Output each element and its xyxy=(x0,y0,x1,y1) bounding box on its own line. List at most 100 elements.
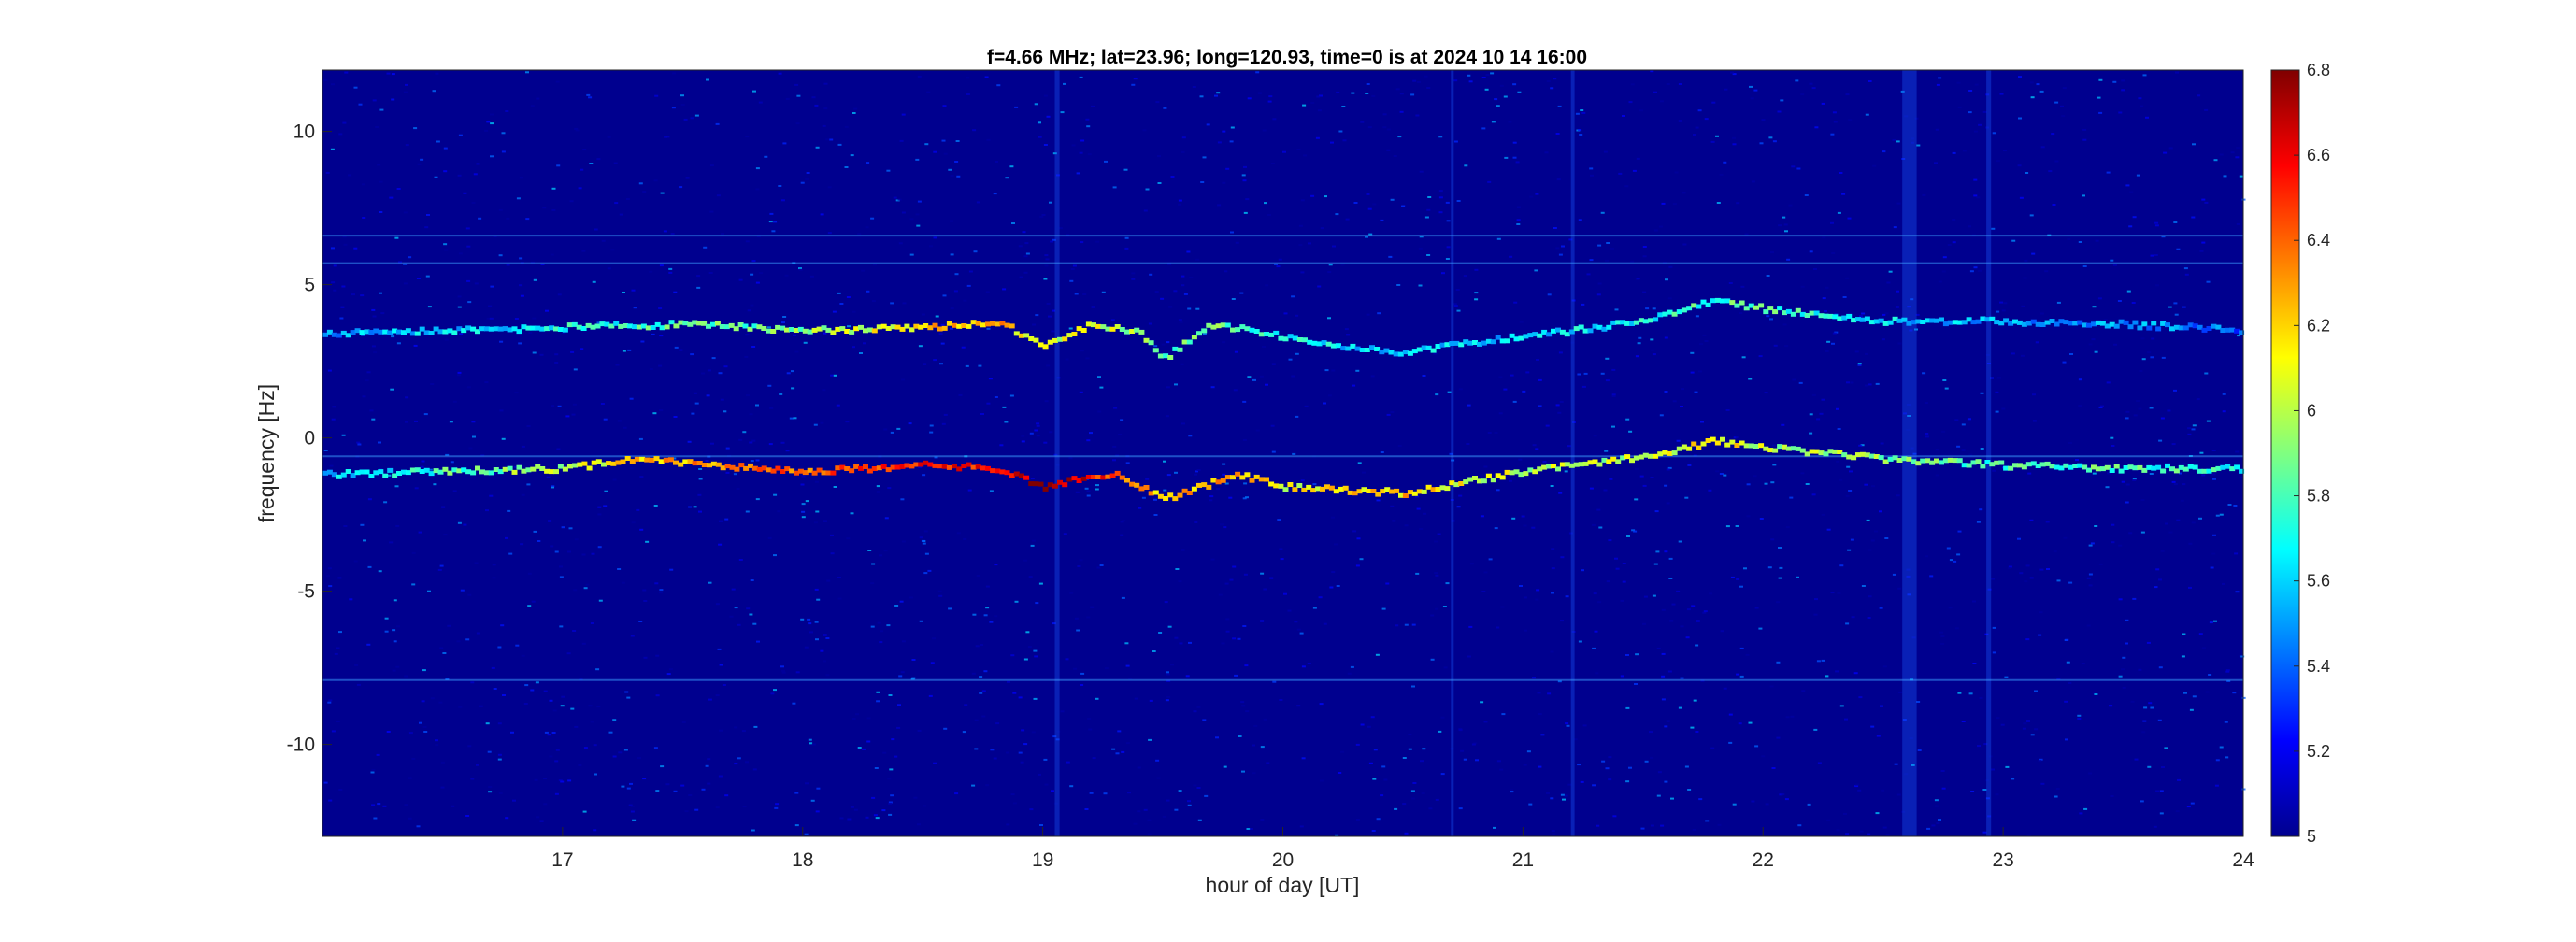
noise-speck xyxy=(1411,623,1416,626)
noise-speck xyxy=(1586,273,1591,276)
noise-speck xyxy=(2157,719,2162,721)
noise-speck xyxy=(1181,284,1185,287)
trace-point xyxy=(1249,478,1255,483)
noise-speck xyxy=(964,704,968,706)
noise-speck xyxy=(2197,94,2201,97)
trace-point xyxy=(629,459,636,464)
noise-speck xyxy=(1678,120,1682,122)
noise-speck xyxy=(924,552,929,555)
noise-speck xyxy=(1222,181,1226,184)
trace-point xyxy=(447,470,453,476)
noise-speck xyxy=(746,394,750,397)
noise-speck xyxy=(1355,369,1360,372)
noise-speck xyxy=(808,738,812,741)
trace-point xyxy=(770,468,777,474)
noise-speck xyxy=(1698,798,1703,801)
noise-speck xyxy=(1924,402,1928,405)
noise-speck xyxy=(1973,194,1978,197)
noise-speck xyxy=(1370,375,1375,378)
noise-speck xyxy=(1578,129,1582,132)
trace-point xyxy=(483,470,490,476)
noise-speck xyxy=(1992,626,1996,629)
noise-speck xyxy=(405,396,409,399)
trace-point xyxy=(723,324,730,330)
trace-point xyxy=(1239,324,1246,330)
noise-speck xyxy=(649,368,653,370)
noise-speck xyxy=(1832,332,1837,335)
noise-speck xyxy=(2150,254,2154,257)
noise-speck xyxy=(655,654,660,657)
trace-point xyxy=(1191,335,1197,340)
noise-speck xyxy=(725,447,730,450)
noise-speck xyxy=(1984,633,1989,635)
noise-speck xyxy=(637,757,641,760)
noise-speck xyxy=(1070,268,1075,270)
noise-speck xyxy=(1865,352,1868,355)
noise-speck xyxy=(1868,383,1872,386)
noise-speck xyxy=(1916,701,1921,703)
noise-speck xyxy=(1666,502,1670,505)
trace-point xyxy=(751,323,758,329)
noise-speck xyxy=(813,423,818,426)
noise-speck xyxy=(1038,136,1042,138)
trace-point xyxy=(1138,329,1145,335)
noise-speck xyxy=(1567,783,1572,786)
noise-speck xyxy=(1628,430,1633,433)
noise-speck xyxy=(1395,88,1400,91)
noise-speck xyxy=(1740,285,1745,288)
trace-point xyxy=(2178,325,2184,331)
noise-speck xyxy=(2086,577,2091,579)
trace-point xyxy=(2044,461,2051,466)
noise-speck xyxy=(1367,725,1371,728)
noise-speck xyxy=(1925,555,1928,558)
trace-point xyxy=(1066,477,1073,482)
noise-speck xyxy=(2196,398,2200,401)
trace-point xyxy=(1062,336,1068,342)
noise-speck xyxy=(1907,306,1911,308)
noise-speck xyxy=(361,183,365,186)
noise-speck xyxy=(2094,350,2098,353)
trace-point xyxy=(793,328,799,333)
noise-speck xyxy=(1269,577,1274,579)
noise-speck xyxy=(1861,312,1866,315)
noise-speck xyxy=(771,230,776,233)
noise-speck xyxy=(1764,392,1768,394)
noise-speck xyxy=(1764,482,1768,485)
noise-speck xyxy=(1039,824,1043,826)
noise-speck xyxy=(2235,591,2240,593)
noise-speck xyxy=(1782,323,1787,326)
noise-speck xyxy=(1672,203,1677,206)
trace-point xyxy=(923,323,929,328)
noise-speck xyxy=(1023,271,1028,274)
trace-point xyxy=(1541,464,1548,470)
trace-point xyxy=(1994,320,2000,325)
trace-point xyxy=(2173,324,2180,330)
noise-speck xyxy=(1922,193,1926,196)
trace-point xyxy=(1201,328,1208,334)
noise-speck xyxy=(403,263,408,265)
noise-speck xyxy=(1110,319,1115,321)
noise-speck xyxy=(2029,519,2034,521)
noise-speck xyxy=(953,290,958,293)
noise-speck xyxy=(1264,202,1267,205)
noise-speck xyxy=(1346,334,1351,336)
trace-point xyxy=(2192,323,2198,329)
trace-point xyxy=(2058,465,2065,471)
noise-speck xyxy=(737,757,741,760)
noise-speck xyxy=(1550,797,1554,800)
trace-point xyxy=(530,325,537,331)
noise-speck xyxy=(1953,560,1957,563)
trace-point xyxy=(562,327,568,333)
noise-speck xyxy=(870,625,875,628)
noise-speck xyxy=(527,572,532,575)
chart-title: f=4.66 MHz; lat=23.96; long=120.93, time… xyxy=(987,47,1587,68)
noise-speck xyxy=(1911,137,1914,140)
noise-speck xyxy=(1039,215,1044,218)
trace-point xyxy=(1596,462,1603,467)
noise-speck xyxy=(2044,270,2049,273)
noise-speck xyxy=(384,617,389,620)
noise-speck xyxy=(943,413,948,416)
trace-point xyxy=(507,465,513,471)
trace-point xyxy=(1085,475,1092,479)
noise-speck xyxy=(942,105,947,107)
